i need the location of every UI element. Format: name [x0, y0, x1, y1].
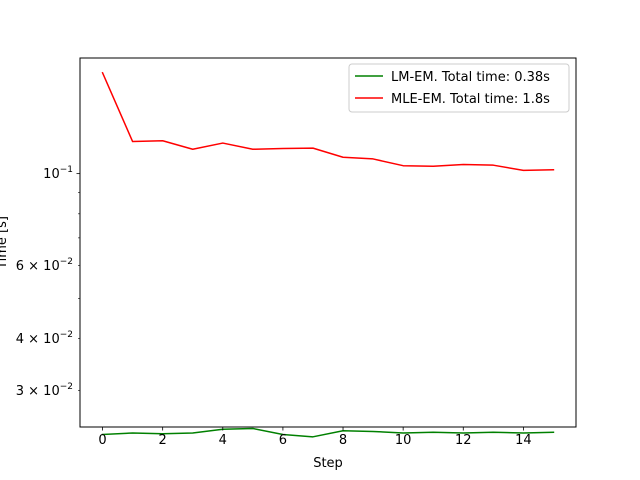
- x-tick-label: 4: [219, 433, 227, 448]
- x-tick-label: 0: [98, 433, 106, 448]
- x-tick-label: 8: [339, 433, 347, 448]
- legend: LM-EM. Total time: 0.38s MLE-EM. Total ti…: [348, 63, 570, 113]
- x-tick-label: 6: [279, 433, 287, 448]
- x-axis: 0 2 4 6 8 10 12 14: [98, 427, 532, 448]
- legend-label-0: LM-EM. Total time: 0.38s: [391, 70, 550, 85]
- y-tick-label: 3 × 10−2: [16, 382, 73, 399]
- series-line-0: [101, 427, 555, 438]
- y-axis-label: Time [s]: [0, 216, 10, 270]
- y-tick-label: 10−1: [43, 165, 73, 182]
- x-axis-label: Step: [313, 456, 343, 471]
- y-axis: 10−1 6 × 10−2 4 × 10−2 3 × 10−2: [16, 165, 80, 399]
- y-tick-label: 6 × 10−2: [16, 257, 73, 274]
- legend-label-1: MLE-EM. Total time: 1.8s: [391, 92, 550, 107]
- y-tick-label: 4 × 10−2: [16, 330, 73, 347]
- x-tick-label: 10: [395, 433, 412, 448]
- axes-frame: [79, 57, 577, 428]
- x-tick-label: 2: [159, 433, 167, 448]
- series-line-1: [101, 71, 555, 172]
- plot-area: [101, 71, 555, 438]
- legend-box: [348, 63, 570, 113]
- x-tick-label: 14: [515, 433, 532, 448]
- x-tick-label: 12: [455, 433, 472, 448]
